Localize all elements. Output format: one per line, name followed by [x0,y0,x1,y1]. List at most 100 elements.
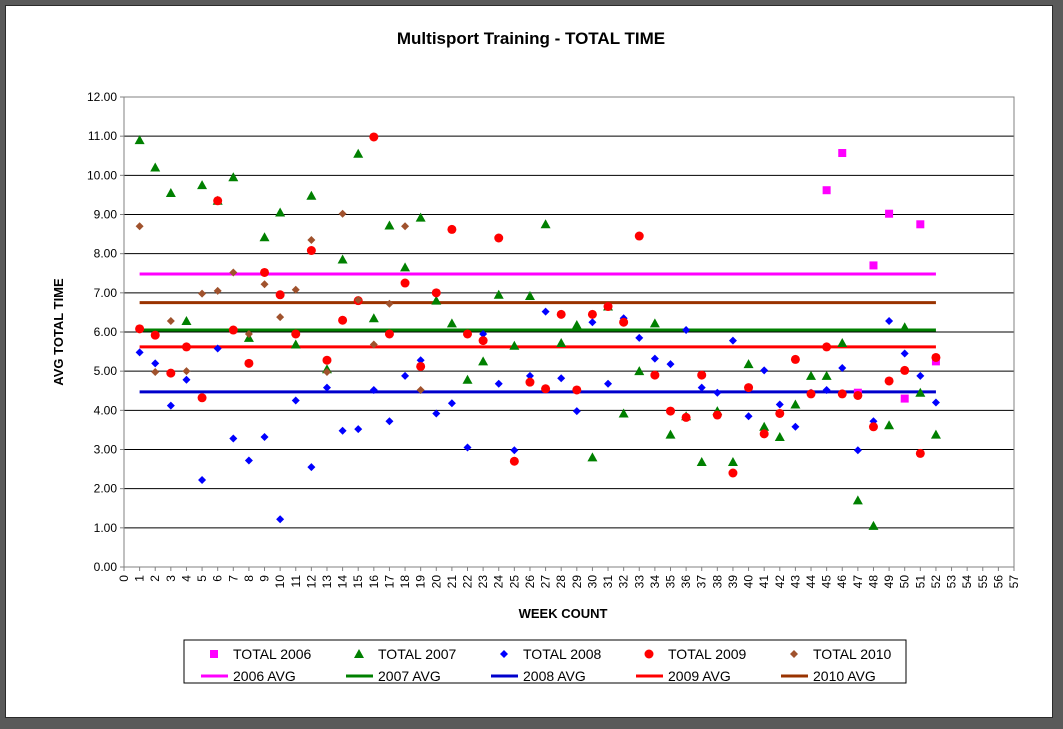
legend-total-2006-label: TOTAL 2006 [233,646,312,662]
x-tick-label: 51 [913,575,927,589]
y-axis-ticks: 0.00 1.00 2.00 3.00 4.00 5.00 6.00 7.00 8.00 9.00… [87,90,124,574]
x-tick-label: 4 [179,575,193,582]
total-2009-point [728,468,738,478]
total-2008-point [135,348,144,357]
total-2006-point [900,394,909,403]
total-2010-point [244,329,253,338]
total-2009-point [712,410,722,420]
total-2007-point [571,319,582,329]
total-2009-point [525,377,535,387]
total-2009-point [541,384,551,394]
total-2009-point [166,368,176,378]
x-tick-label: 36 [679,575,693,589]
total-2009-point [244,358,254,368]
total-2009-point [478,336,488,346]
x-tick-label: 0 [117,575,131,582]
x-tick-label: 46 [835,575,849,589]
legend-2010-avg-label: 2010 AVG [813,668,876,684]
total-2010-point [229,268,238,277]
total-2007-point [868,520,879,530]
total-2009-point [322,355,332,365]
total-2009-point [291,329,301,339]
total-2007-point [759,421,770,431]
total-2009-point [744,383,754,393]
x-tick-label: 47 [851,575,865,589]
total-2007-point [290,339,301,349]
total-2008-point [525,371,534,380]
total-2008-point [728,336,737,345]
total-2008-point [572,407,581,416]
legend-total-2007-swatch [354,649,364,658]
x-tick-label: 1 [133,575,147,582]
y-tick-label: 0.00 [94,560,118,574]
total-2010-point [322,367,331,376]
x-tick-label: 5 [195,575,209,582]
total-2008-point [322,383,331,392]
x-tick-label: 20 [429,575,443,589]
total-2007-point [821,370,832,380]
y-axis-title: AVG TOTAL TIME [51,278,66,386]
y-tick-label: 6.00 [94,325,118,339]
total-2008-point [416,356,425,365]
x-tick-label: 53 [945,575,959,589]
total-2007-point [462,374,473,384]
total-2007-point [228,172,239,182]
x-tick-label: 56 [991,575,1005,589]
x-tick-label: 40 [742,575,756,589]
total-2007-point [259,232,270,242]
total-2009-point [306,246,316,256]
total-2009-point [150,330,160,340]
legend-total-2008-swatch [500,650,508,658]
total-2009-point [900,365,910,375]
total-2007-point [727,457,738,467]
total-2007-point [493,289,504,299]
legend-total-2009-label: TOTAL 2009 [668,646,747,662]
total-2008-point [369,385,378,394]
total-2010-point [198,289,207,298]
total-2007-point [915,387,926,397]
x-tick-label: 32 [617,575,631,589]
x-tick-label: 29 [570,575,584,589]
total-2010-point [369,340,378,349]
total-2008-point [713,388,722,397]
total-2009-point [369,132,379,142]
total-2008-point [604,379,613,388]
x-tick-label: 35 [663,575,677,589]
total-2008-point [385,417,394,426]
x-tick-label: 12 [304,575,318,589]
x-tick-label: 21 [445,575,459,589]
average-lines [139,272,936,394]
total-2009-point [275,290,285,300]
total-2007-point [837,337,848,347]
x-tick-label: 34 [648,575,662,589]
total-2008-point [775,400,784,409]
total-2009-point [931,352,941,362]
x-tick-label: 45 [820,575,834,589]
legend: TOTAL 2006 TOTAL 2007 TOTAL 2008 TOTAL 2009… [183,639,907,684]
x-tick-label: 42 [773,575,787,589]
total-2009-point [697,370,707,380]
x-tick-label: 38 [710,575,724,589]
total-2009-point [650,370,660,380]
total-2009-point [775,408,785,418]
y-tick-label: 12.00 [87,90,117,104]
x-tick-label: 23 [476,575,490,589]
total-2006-point [822,186,831,195]
y-tick-label: 1.00 [94,521,118,535]
total-2008-point [260,432,269,441]
total-2010-point [291,285,300,294]
total-2009-point [447,224,457,234]
total-2009-point [181,342,191,352]
x-tick-label: 31 [601,575,615,589]
x-tick-label: 8 [242,575,256,582]
x-tick-label: 50 [898,575,912,589]
total-2007-point [197,180,208,190]
total-2007-point [618,408,629,418]
x-tick-label: 18 [398,575,412,589]
total-2010-point [260,280,269,289]
x-tick-label: 7 [226,575,240,582]
total-2007-point [852,495,863,505]
total-2009-point [572,385,582,395]
total-2007-point [696,457,707,467]
legend-total-2010-label: TOTAL 2010 [813,646,892,662]
